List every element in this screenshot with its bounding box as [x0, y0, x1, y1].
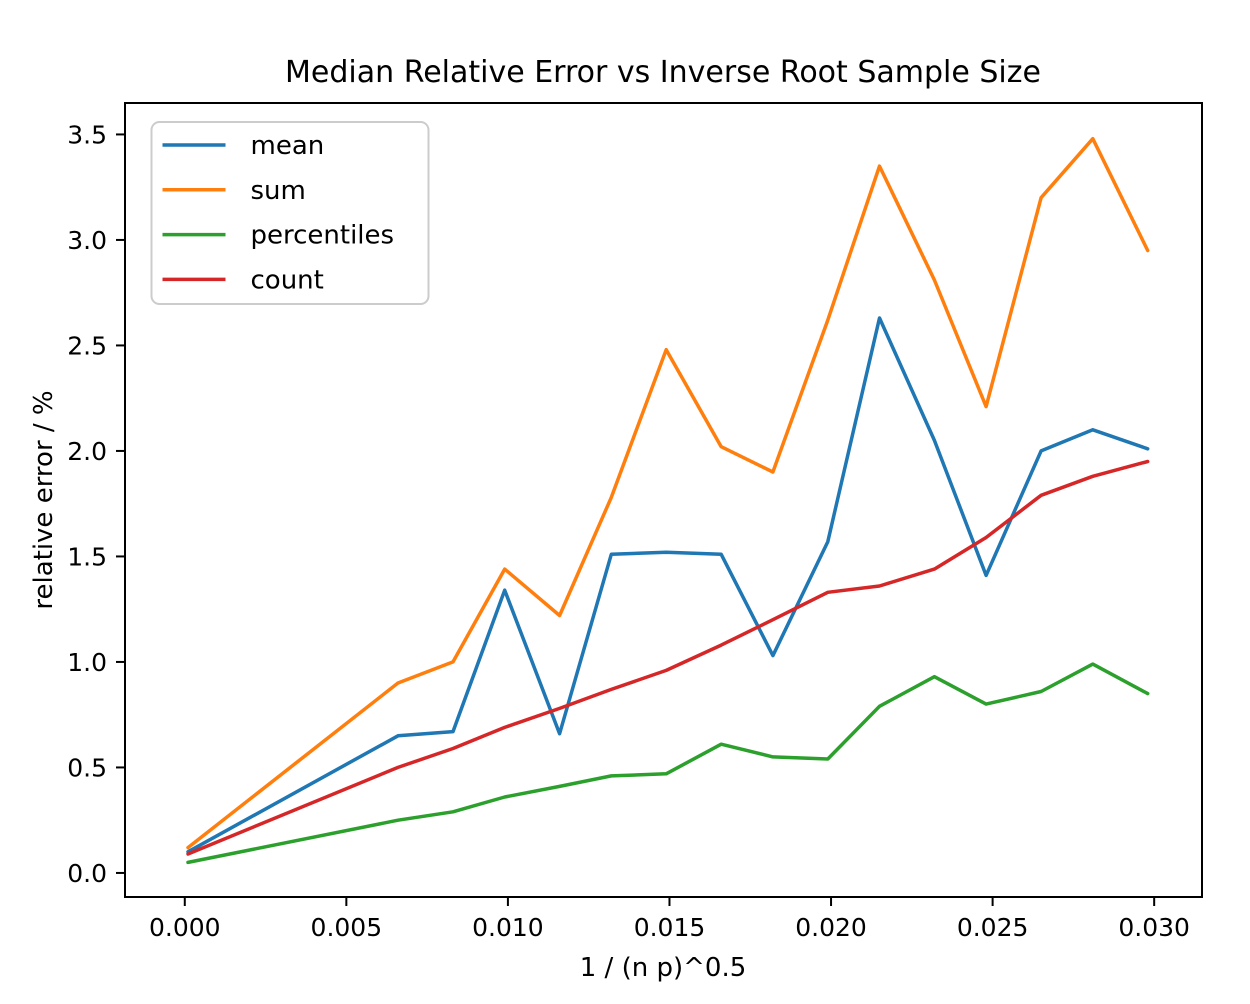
y-tick-label: 2.0 [67, 437, 107, 466]
legend-label-sum: sum [251, 176, 306, 206]
series-line-count [186, 459, 1150, 856]
x-tick-label: 0.005 [311, 913, 383, 942]
x-tick-label: 0.015 [634, 913, 706, 942]
series-line-mean [186, 316, 1150, 854]
legend-label-count: count [251, 265, 324, 295]
x-tick-label: 0.025 [957, 913, 1029, 942]
ticks-layer: 0.000 0.005 0.010 0.015 0.020 0.025 0.030 0.0 0.… [67, 120, 1190, 942]
legend-label-percentiles: percentiles [251, 221, 395, 251]
x-tick-label: 0.020 [795, 913, 867, 942]
y-tick-label: 2.5 [67, 331, 107, 360]
series-line-sum [186, 136, 1150, 850]
x-tick-label: 0.000 [149, 913, 221, 942]
y-axis-label: relative error / % [29, 390, 59, 609]
series-layer [186, 136, 1150, 865]
y-tick-label: 3.5 [67, 120, 107, 149]
y-tick-label: 1.0 [67, 648, 107, 677]
y-tick-label: 0.5 [67, 753, 107, 782]
series-line-percentiles [186, 662, 1150, 865]
legend-label-mean: mean [251, 131, 325, 161]
plot-border [124, 102, 1203, 898]
chart-title: Median Relative Error vs Inverse Root Sa… [285, 55, 1041, 90]
x-tick-label: 0.030 [1118, 913, 1190, 942]
x-tick-label: 0.010 [472, 913, 544, 942]
y-tick-label: 3.0 [67, 226, 107, 255]
y-tick-label: 1.5 [67, 542, 107, 571]
legend-box [150, 121, 430, 305]
y-tick-label: 0.0 [67, 859, 107, 888]
x-axis-label: 1 / (n p)^0.5 [580, 953, 747, 983]
legend: mean sum percentiles count [150, 121, 430, 305]
